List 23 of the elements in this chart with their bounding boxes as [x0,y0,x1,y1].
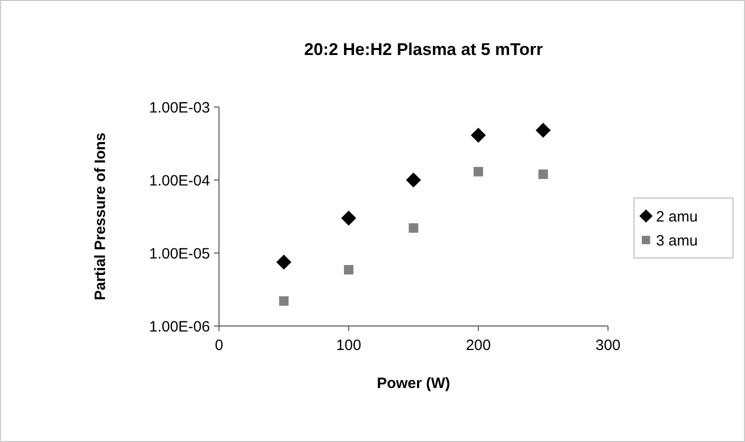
point [279,296,289,306]
x-tick-label: 100 [336,337,362,354]
point [276,254,292,270]
chart-title: 20:2 He:H2 Plasma at 5 mTorr [304,40,544,59]
y-tick-label: 1.00E-06 [149,318,210,336]
point [344,264,354,274]
point [474,166,484,176]
x-tick-label: 200 [466,337,491,354]
point [341,210,356,226]
point [470,128,486,143]
point [538,169,548,179]
legend-label: 3 amu [656,232,698,250]
y-tick-label: 1.00E-05 [149,245,210,262]
legend-label: 2 amu [656,208,698,226]
x-tick-label: 300 [595,337,621,354]
point [406,172,422,188]
x-tick-label: 0 [214,337,224,354]
y-axis-title: Partial Pressure of Ions [92,132,109,300]
y-tick-label: 1.00E-03 [149,99,210,116]
point [536,122,551,138]
point [408,223,418,233]
x-axis-title: Power (W) [376,375,450,392]
y-tick-label: 1.00E-04 [149,172,210,190]
